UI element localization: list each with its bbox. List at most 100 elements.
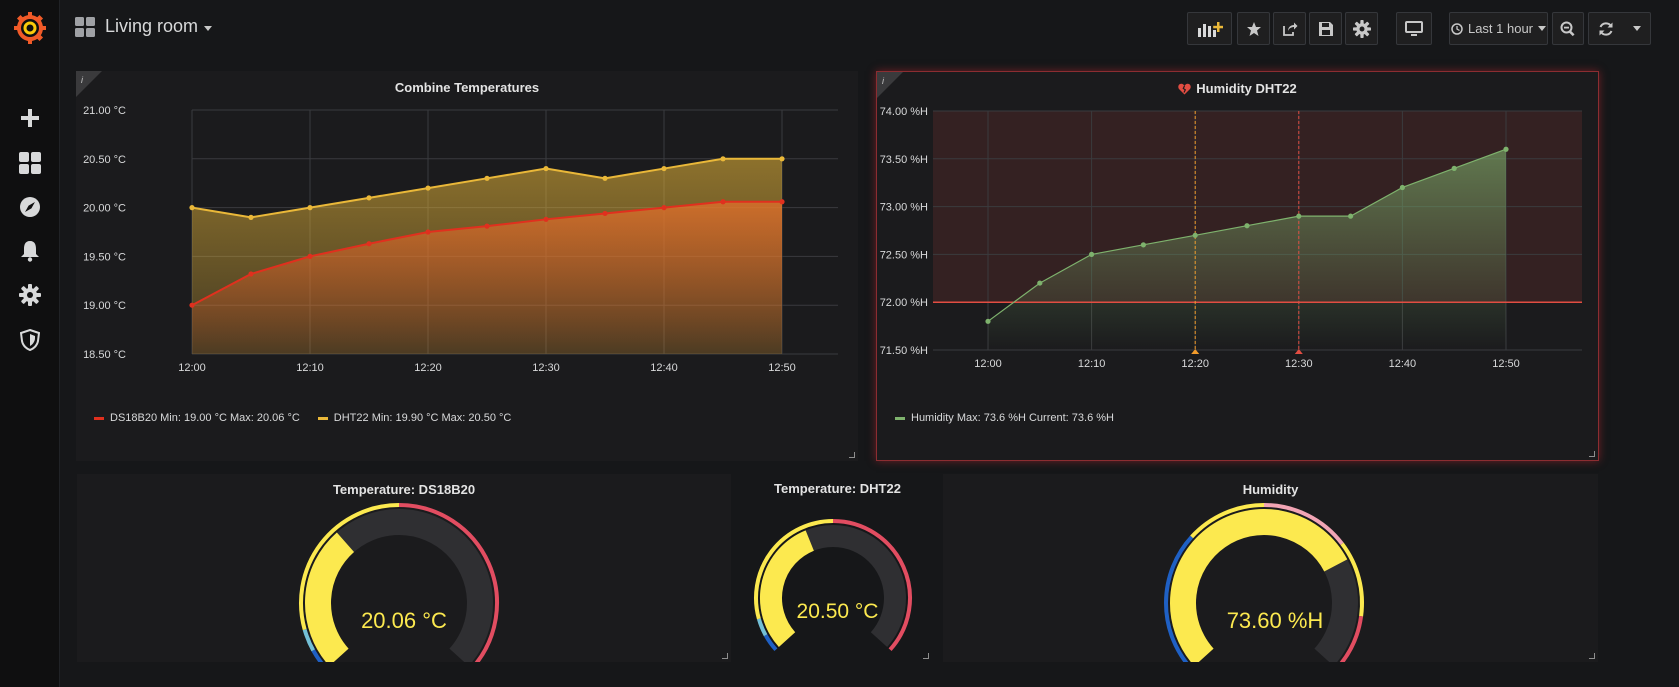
resize-handle[interactable]: [1589, 653, 1595, 659]
resize-handle[interactable]: [849, 452, 855, 458]
settings-button[interactable]: [1345, 12, 1378, 45]
x-tick-label: 12:40: [650, 362, 678, 374]
explore-compass-icon[interactable]: [18, 195, 42, 219]
data-point: [1140, 242, 1146, 248]
legend-item-ds18b20[interactable]: DS18B20 Min: 19.00 °C Max: 20.06 °C: [94, 412, 300, 424]
panel-title[interactable]: Humidity: [1242, 482, 1299, 497]
gauge-threshold-band: [1340, 542, 1364, 617]
chevron-down-icon[interactable]: [1632, 26, 1641, 31]
x-tick-label: 12:20: [414, 362, 442, 374]
x-tick-label: 12:20: [1181, 358, 1209, 370]
data-point: [307, 205, 313, 211]
panel-humidity-dht22: i Humidity DHT22 74.00 %H 73.50 %H 73.00 %…: [876, 71, 1599, 461]
data-point: [366, 195, 372, 201]
share-button[interactable]: [1273, 12, 1306, 45]
y-tick-label: 71.50 %H: [880, 345, 928, 357]
data-point: [661, 205, 667, 211]
dashboard-title-text: Living room: [105, 16, 199, 36]
y-tick-label: 72.50 %H: [880, 249, 928, 261]
panel-title: Humidity DHT22: [1196, 81, 1297, 96]
chart-legend: DS18B20 Min: 19.00 °C Max: 20.06 °C DHT2…: [94, 412, 511, 424]
annotation-marker: [1191, 349, 1200, 354]
alerting-bell-icon[interactable]: [18, 239, 42, 263]
data-point: [543, 216, 549, 222]
resize-handle[interactable]: [722, 653, 728, 659]
gauge-fill: [1170, 509, 1348, 662]
data-point: [1192, 232, 1198, 238]
data-point: [1451, 165, 1457, 171]
broken-heart-alert-icon: [1178, 83, 1191, 94]
data-point: [661, 165, 667, 172]
y-tick-label: 19.50 °C: [83, 251, 126, 263]
dashboard-title[interactable]: Living room: [105, 16, 213, 37]
data-point: [985, 318, 991, 324]
resize-handle[interactable]: [1589, 451, 1595, 457]
zoom-out-button[interactable]: [1552, 12, 1584, 45]
panel-title[interactable]: Temperature: DHT22: [774, 481, 901, 496]
data-point: [189, 302, 195, 308]
gauge-fill: [305, 532, 355, 662]
gauge-humidity: [1164, 503, 1364, 662]
data-point: [720, 156, 726, 162]
data-point: [1244, 223, 1250, 229]
plus-icon[interactable]: [18, 106, 42, 130]
share-icon: [1282, 22, 1297, 36]
gauge-threshold-band: [756, 618, 768, 637]
y-tick-label: 21.00 °C: [83, 105, 126, 117]
y-tick-label: 73.00 %H: [880, 202, 928, 214]
gauge-dht22: [754, 519, 912, 651]
panel-title[interactable]: Combine Temperatures: [394, 80, 540, 95]
data-point: [248, 271, 254, 277]
data-point: [602, 175, 608, 181]
data-point: [484, 175, 490, 181]
panel-title[interactable]: Temperature: DS18B20: [332, 482, 476, 497]
info-icon[interactable]: i: [81, 75, 83, 85]
x-tick-label: 12:40: [1389, 358, 1417, 370]
series-area-dht22: [192, 158, 782, 354]
x-tick-label: 12:10: [296, 362, 324, 374]
x-tick-label: 12:30: [532, 362, 560, 374]
legend-item-dht22[interactable]: DHT22 Min: 19.90 °C Max: 20.50 °C: [317, 412, 512, 424]
humidity-chart: 74.00 %H 73.50 %H 73.00 %H 72.50 %H 72.00 %H…: [880, 106, 1582, 370]
panel-header[interactable]: Humidity DHT22: [877, 81, 1598, 96]
gauge-threshold-band: [1190, 503, 1265, 539]
y-tick-label: 19.00 °C: [83, 300, 126, 312]
legend-text: DS18B20 Min: 19.00 °C Max: 20.06 °C: [110, 412, 300, 424]
info-icon[interactable]: i: [882, 76, 884, 86]
legend-text: Humidity Max: 73.6 %H Current: 73.6 %H: [911, 412, 1114, 424]
panel-info-corner[interactable]: [877, 72, 903, 98]
panel-info-corner[interactable]: [76, 71, 102, 97]
panel-gauge-humidity: Humidity 73.60 %H: [943, 474, 1598, 662]
shield-icon[interactable]: [18, 328, 42, 352]
add-panel-button[interactable]: [1187, 12, 1232, 45]
gauge-threshold-band: [1263, 503, 1344, 546]
x-tick-label: 12:00: [974, 358, 1002, 370]
data-point: [1037, 280, 1043, 286]
dashboards-icon[interactable]: [18, 151, 42, 175]
top-navbar: Living room Last 1 hour: [60, 0, 1679, 58]
time-range-label: Last 1 hour: [1467, 21, 1534, 36]
add-panel-icon: [1197, 21, 1223, 37]
y-tick-label: 20.50 °C: [83, 154, 126, 166]
data-point: [543, 165, 549, 172]
refresh-picker[interactable]: [1588, 12, 1651, 45]
y-tick-label: 20.00 °C: [83, 203, 126, 215]
resize-handle[interactable]: [923, 653, 929, 659]
save-button[interactable]: [1309, 12, 1342, 45]
x-tick-label: 12:30: [1285, 358, 1313, 370]
tv-mode-button[interactable]: [1396, 12, 1432, 45]
x-tick-label: 12:10: [1078, 358, 1106, 370]
time-range-picker[interactable]: Last 1 hour: [1449, 12, 1548, 45]
star-button[interactable]: [1237, 12, 1270, 45]
configuration-gear-icon[interactable]: [18, 283, 42, 307]
gauge-threshold-band: [763, 634, 778, 651]
legend-item-humidity[interactable]: Humidity Max: 73.6 %H Current: 73.6 %H: [895, 412, 1114, 424]
gauge-value: 20.06 °C: [361, 608, 447, 633]
star-icon: [1246, 21, 1261, 36]
data-point: [1503, 146, 1509, 152]
gauge-threshold-band: [832, 519, 912, 651]
grafana-logo-icon[interactable]: [12, 10, 48, 46]
legend-text: DHT22 Min: 19.90 °C Max: 20.50 °C: [333, 412, 512, 424]
data-point: [366, 241, 372, 247]
x-tick-label: 12:50: [768, 362, 796, 374]
